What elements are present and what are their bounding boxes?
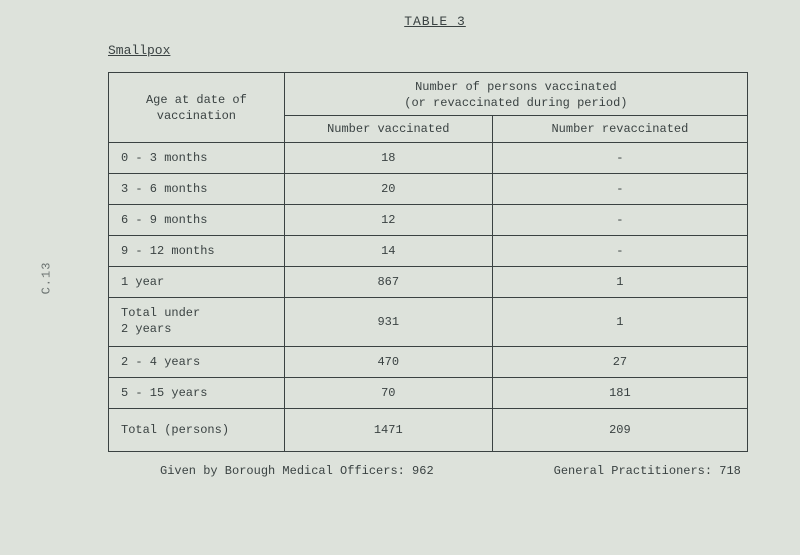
vaccinated-cell: 70	[284, 377, 492, 408]
vaccinated-cell: 12	[284, 205, 492, 236]
disease-subtitle: Smallpox	[108, 43, 770, 58]
page: C.13 TABLE 3 Smallpox Age at date of vac…	[0, 0, 800, 555]
footer-notes: Given by Borough Medical Officers: 962 G…	[160, 464, 770, 478]
table-header-row-1: Age at date of vaccination Number of per…	[109, 73, 748, 116]
header-group-line1: Number of persons vaccinated	[415, 80, 617, 94]
revaccinated-cell: 1	[492, 298, 747, 346]
revaccinated-cell: 181	[492, 377, 747, 408]
header-age-line2: vaccination	[157, 109, 236, 123]
table-row: 6 - 9 months 12 -	[109, 205, 748, 236]
table-row: 1 year 867 1	[109, 267, 748, 298]
age-cell: 5 - 15 years	[109, 377, 285, 408]
vaccinated-cell: 14	[284, 236, 492, 267]
header-group: Number of persons vaccinated (or revacci…	[284, 73, 747, 116]
table-row: 9 - 12 months 14 -	[109, 236, 748, 267]
vaccinated-cell: 1471	[284, 408, 492, 451]
table-number-title: TABLE 3	[100, 14, 770, 29]
table-row: Total under 2 years 931 1	[109, 298, 748, 346]
age-cell: Total (persons)	[109, 408, 285, 451]
table-row: 0 - 3 months 18 -	[109, 143, 748, 174]
revaccinated-cell: -	[492, 143, 747, 174]
revaccinated-cell: 27	[492, 346, 747, 377]
footer-left: Given by Borough Medical Officers: 962	[160, 464, 434, 478]
age-cell: 3 - 6 months	[109, 174, 285, 205]
table-row-total: Total (persons) 1471 209	[109, 408, 748, 451]
header-revaccinated: Number revaccinated	[492, 116, 747, 143]
vaccinated-cell: 20	[284, 174, 492, 205]
table-row: 5 - 15 years 70 181	[109, 377, 748, 408]
vaccinated-cell: 18	[284, 143, 492, 174]
revaccinated-cell: -	[492, 174, 747, 205]
revaccinated-cell: 1	[492, 267, 747, 298]
age-cell: 1 year	[109, 267, 285, 298]
side-page-label: C.13	[39, 261, 53, 294]
revaccinated-cell: 209	[492, 408, 747, 451]
age-cell: 2 - 4 years	[109, 346, 285, 377]
revaccinated-cell: -	[492, 236, 747, 267]
header-vaccinated: Number vaccinated	[284, 116, 492, 143]
vaccinated-cell: 470	[284, 346, 492, 377]
table-row: 2 - 4 years 470 27	[109, 346, 748, 377]
footer-right: General Practitioners: 718	[554, 464, 741, 478]
age-cell: 0 - 3 months	[109, 143, 285, 174]
vaccinated-cell: 931	[284, 298, 492, 346]
table-row: 3 - 6 months 20 -	[109, 174, 748, 205]
revaccinated-cell: -	[492, 205, 747, 236]
vaccinated-cell: 867	[284, 267, 492, 298]
header-age-line1: Age at date of	[146, 93, 247, 107]
vaccination-table: Age at date of vaccination Number of per…	[108, 72, 748, 452]
header-age: Age at date of vaccination	[109, 73, 285, 143]
age-cell: 6 - 9 months	[109, 205, 285, 236]
age-cell: Total under 2 years	[109, 298, 285, 346]
header-group-line2: (or revaccinated during period)	[404, 96, 627, 110]
age-cell: 9 - 12 months	[109, 236, 285, 267]
